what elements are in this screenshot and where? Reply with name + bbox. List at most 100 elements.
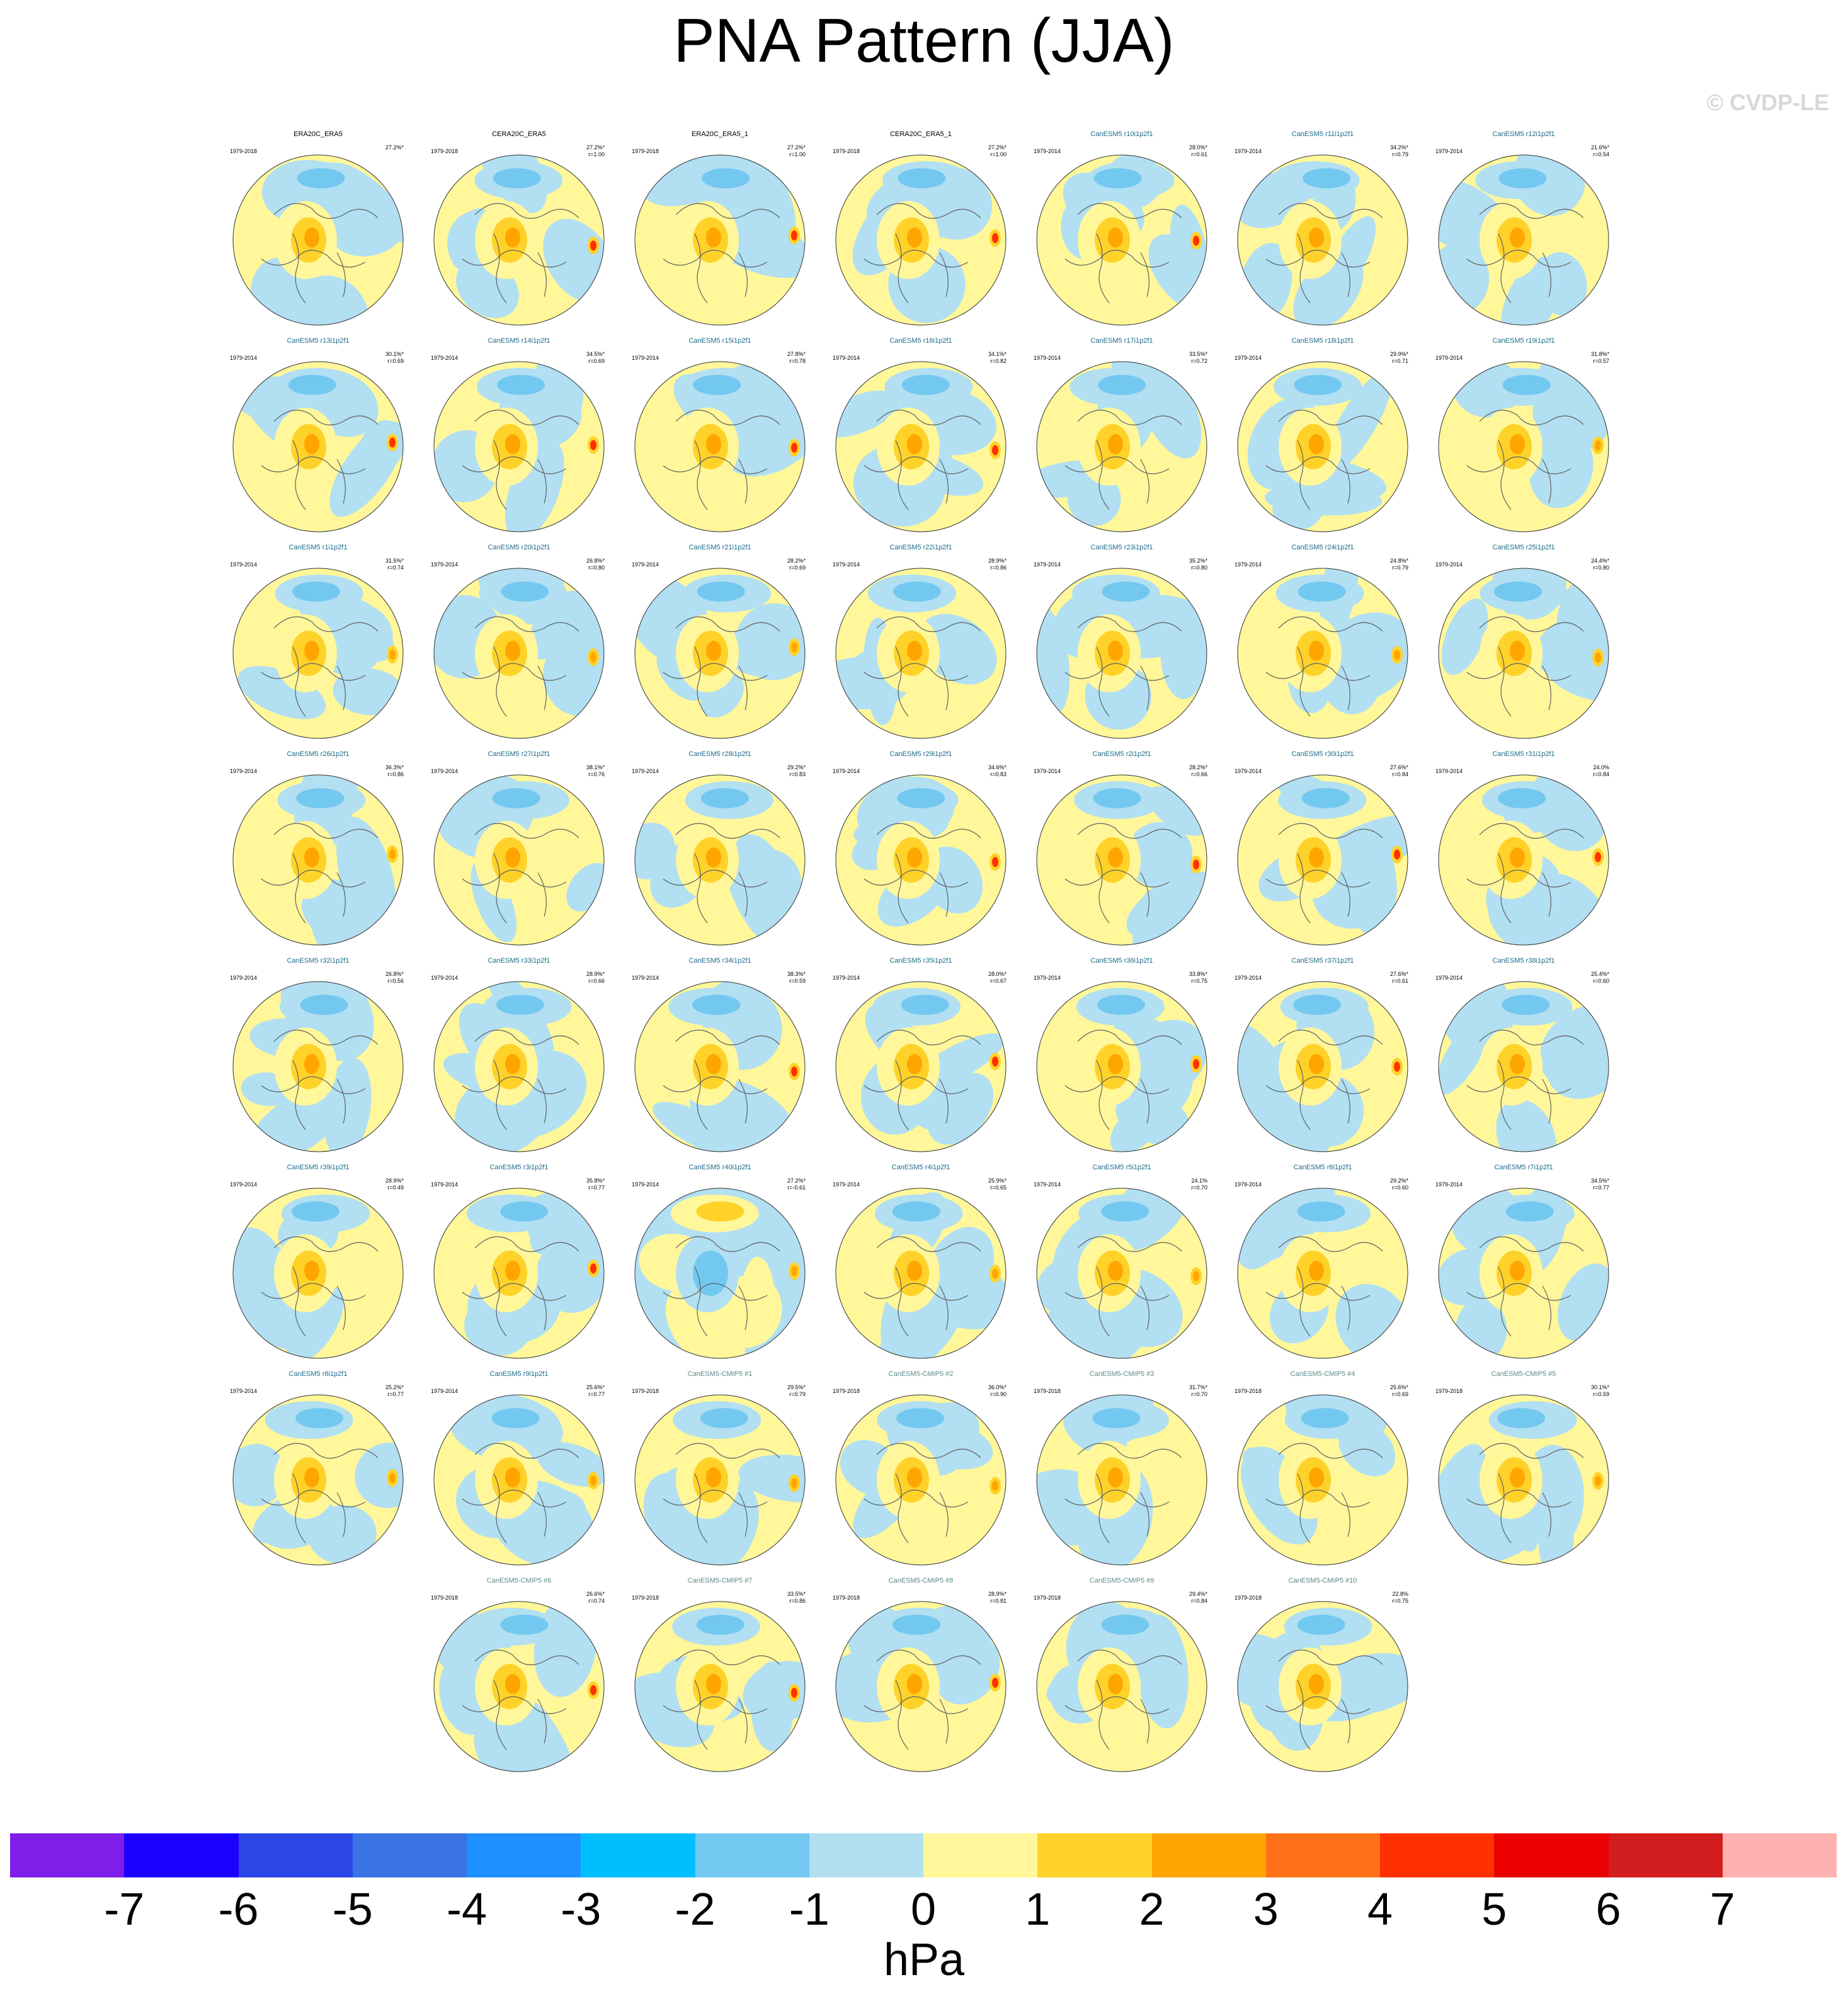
panel-title: ERA20C_ERA5 <box>294 130 343 138</box>
panel-title: CanESM5-CMIP5 #7 <box>687 1577 753 1584</box>
panel-pattern-correlation: r=0.61 <box>1392 978 1408 984</box>
panel-pattern-correlation: r=0.79 <box>1392 564 1408 571</box>
polar-map <box>1036 981 1207 1152</box>
panel-years: 1979-2014 <box>833 768 860 774</box>
panel-years: 1979-2014 <box>632 561 659 568</box>
panel-title: CanESM5 r9i1p2f1 <box>489 1370 549 1378</box>
panel-years: 1979-2014 <box>1235 1181 1262 1188</box>
panel-variance-pct: 33.5%* <box>1189 351 1207 357</box>
panel-years: 1979-2014 <box>833 975 860 981</box>
colorbar-tick-label: 1 <box>1025 1884 1051 1935</box>
colorbar-tick-label: -7 <box>104 1884 145 1935</box>
panel-variance-pct: 28.0%* <box>988 971 1007 977</box>
map-panel: CanESM5 r34i1p2f1 1979-2014 38.3%* r=0.59 <box>625 957 814 1159</box>
panel-pattern-correlation: r=0.59 <box>789 978 806 984</box>
panel-variance-pct: 28.9%* <box>988 1591 1007 1597</box>
map-panel: CanESM5 r11i1p2f1 1979-2014 34.2%* r=0.79 <box>1228 130 1417 332</box>
polar-map <box>634 1601 806 1772</box>
polar-map <box>1036 568 1207 739</box>
panel-title: CanESM5 r3i1p2f1 <box>489 1164 549 1171</box>
panel-title: CanESM5-CMIP5 #1 <box>687 1370 753 1378</box>
panel-pattern-correlation: r=0.76 <box>588 771 605 777</box>
panel-years: 1979-2014 <box>833 561 860 568</box>
panel-variance-pct: 30.1%* <box>1590 1384 1609 1390</box>
map-panel: CanESM5 r7i1p2f1 1979-2014 34.5%* r=0.77 <box>1429 1164 1618 1365</box>
panel-years: 1979-2018 <box>833 1388 860 1394</box>
panel-title: CERA20C_ERA5 <box>492 130 546 138</box>
panel-title: CanESM5 r8i1p2f1 <box>288 1370 348 1378</box>
map-panel: CanESM5 r15i1p2f1 1979-2014 27.8%* r=0.78 <box>625 337 814 539</box>
panel-variance-pct: 26.8%* <box>385 971 404 977</box>
panel-title: CanESM5 r10i1p2f1 <box>1090 130 1153 138</box>
panel-years: 1979-2018 <box>1235 1595 1262 1601</box>
panel-variance-pct: 24.1% <box>1191 1177 1207 1184</box>
map-panel: CanESM5-CMIP5 #4 1979-2018 25.6%* r=0.69 <box>1228 1370 1417 1572</box>
panel-pattern-correlation: r=0.86 <box>387 771 404 777</box>
panel-pattern-correlation: r=0.80 <box>1191 564 1207 571</box>
panel-variance-pct: 33.5%* <box>787 1591 806 1597</box>
panel-pattern-correlation: r=0.69 <box>387 358 404 364</box>
panel-pattern-correlation: r=0.77 <box>1593 1184 1609 1191</box>
panel-title: CanESM5 r23i1p2f1 <box>1090 544 1153 551</box>
panel-title: CanESM5 r40i1p2f1 <box>688 1164 751 1171</box>
panel-years: 1979-2014 <box>431 1181 459 1188</box>
map-panel: CanESM5 r16i1p2f1 1979-2014 34.1%* r=0.82 <box>826 337 1015 539</box>
panel-pattern-correlation: r=0.82 <box>990 358 1007 364</box>
map-panel: CanESM5 r31i1p2f1 1979-2014 24.0% r=0.84 <box>1429 750 1618 952</box>
panel-years: 1979-2018 <box>1034 1595 1061 1601</box>
panel-pattern-correlation: r=0.69 <box>789 564 806 571</box>
polar-map <box>232 1394 404 1566</box>
panel-years: 1979-2018 <box>1235 1388 1262 1394</box>
polar-map <box>232 154 404 326</box>
panel-title: CanESM5 r24i1p2f1 <box>1291 544 1354 551</box>
panel-variance-pct: 26.8%* <box>586 558 605 564</box>
panel-variance-pct: 26.6%* <box>586 1591 605 1597</box>
panel-variance-pct: 22.8% <box>1392 1591 1408 1597</box>
polar-map <box>1036 154 1207 326</box>
panel-years: 1979-2014 <box>833 1181 860 1188</box>
panel-title: CanESM5-CMIP5 #9 <box>1089 1577 1155 1584</box>
polar-map <box>634 1394 806 1566</box>
panel-pattern-correlation: r=0.69 <box>1392 1391 1408 1397</box>
panel-years: 1979-2014 <box>431 561 459 568</box>
map-panel: CanESM5 r36i1p2f1 1979-2014 33.8%* r=0.75 <box>1027 957 1216 1159</box>
colorbar-tick-label: 6 <box>1595 1884 1621 1935</box>
panel-years: 1979-2014 <box>431 1388 459 1394</box>
panel-title: CanESM5-CMIP5 #2 <box>888 1370 954 1378</box>
panel-title: CanESM5 r14i1p2f1 <box>488 337 550 345</box>
colorbar-cell <box>1265 1833 1380 1877</box>
panel-variance-pct: 35.2%* <box>1189 558 1207 564</box>
panel-variance-pct: 29.4%* <box>1189 1591 1207 1597</box>
colorbar <box>10 1833 1837 1877</box>
panel-variance-pct: 27.2%* <box>988 144 1007 151</box>
map-panel: CanESM5-CMIP5 #1 1979-2018 29.5%* r=0.79 <box>625 1370 814 1572</box>
panel-variance-pct: 33.8%* <box>1189 971 1207 977</box>
colorbar-cell <box>1494 1833 1609 1877</box>
panel-variance-pct: 27.2%* <box>385 144 404 151</box>
map-panel: CanESM5 r13i1p2f1 1979-2014 30.1%* r=0.69 <box>224 337 413 539</box>
colorbar-tick-label: -5 <box>332 1884 373 1935</box>
panel-variance-pct: 31.8%* <box>1590 351 1609 357</box>
panel-title: CanESM5 r27i1p2f1 <box>488 750 550 758</box>
panel-variance-pct: 30.1%* <box>385 351 404 357</box>
polar-map <box>1237 154 1408 326</box>
panel-years: 1979-2018 <box>632 1595 659 1601</box>
panel-variance-pct: 28.2%* <box>787 558 806 564</box>
panel-variance-pct: 24.0% <box>1593 764 1609 771</box>
panel-pattern-correlation: r=0.74 <box>588 1598 605 1604</box>
panel-title: CanESM5 r19i1p2f1 <box>1492 337 1555 345</box>
panel-variance-pct: 25.6%* <box>586 1384 605 1390</box>
map-panel: CanESM5-CMIP5 #2 1979-2018 36.0%* r=0.90 <box>826 1370 1015 1572</box>
panel-pattern-correlation: r=0.79 <box>789 1391 806 1397</box>
polar-map <box>232 361 404 532</box>
panel-years: 1979-2014 <box>1235 561 1262 568</box>
panel-pattern-correlation: r=0.66 <box>588 978 605 984</box>
panel-years: 1979-2014 <box>1235 768 1262 774</box>
panel-variance-pct: 36.3%* <box>385 764 404 771</box>
panel-variance-pct: 34.6%* <box>988 764 1007 771</box>
panel-title: CanESM5-CMIP5 #5 <box>1491 1370 1556 1378</box>
panel-variance-pct: 34.5%* <box>1590 1177 1609 1184</box>
map-panel: CanESM5 r24i1p2f1 1979-2014 24.8%* r=0.79 <box>1228 544 1417 745</box>
panel-title: CanESM5 r32i1p2f1 <box>287 957 350 965</box>
panel-variance-pct: 28.9%* <box>385 1177 404 1184</box>
